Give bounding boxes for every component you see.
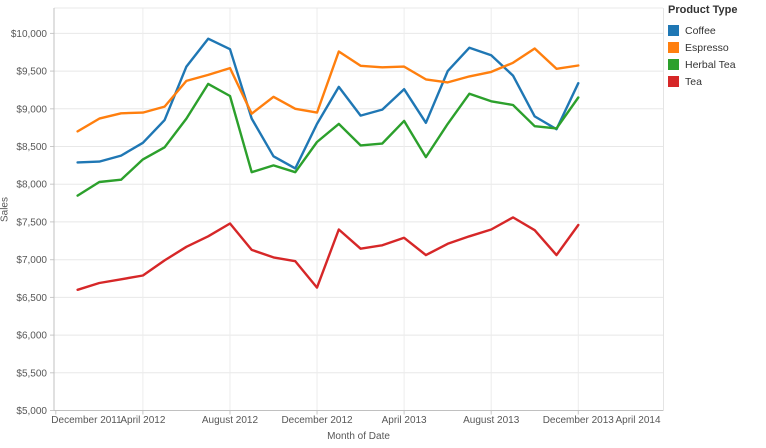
- series-line-coffee[interactable]: [76, 37, 580, 170]
- series-line-tea[interactable]: [76, 216, 580, 291]
- plot-legend-divider: [663, 8, 664, 411]
- y-tick-label: $8,000: [16, 180, 47, 191]
- legend-item-label: Coffee: [685, 24, 716, 37]
- legend-items: Coffee Espresso Herbal Tea Tea: [668, 22, 764, 90]
- legend-item-label: Herbal Tea: [685, 58, 736, 71]
- x-tick-label: April 2013: [382, 415, 427, 426]
- x-tick-label: December 2013: [543, 415, 615, 426]
- legend-swatch-icon: [668, 76, 679, 87]
- legend-item-espresso[interactable]: Espresso: [668, 39, 764, 56]
- y-tick-label: $5,000: [16, 406, 47, 417]
- y-tick-label: $9,000: [16, 104, 47, 115]
- y-tick-label: $6,000: [16, 331, 47, 342]
- legend-item-label: Espresso: [685, 41, 729, 54]
- legend: Product Type Coffee Espresso Herbal Tea Tea: [668, 4, 764, 90]
- x-tick-label: December 2011: [51, 415, 122, 426]
- y-tick-label: $8,500: [16, 142, 47, 153]
- y-tick-label: $5,500: [16, 368, 47, 379]
- y-tick-label: $6,500: [16, 293, 47, 304]
- x-tick-label: April 2012: [120, 415, 165, 426]
- y-tick-label: $9,500: [16, 67, 47, 78]
- y-tick-label: $10,000: [11, 29, 48, 40]
- legend-title: Product Type: [668, 4, 738, 16]
- series-line-espresso[interactable]: [76, 47, 580, 133]
- y-axis-title: Sales: [0, 197, 11, 223]
- legend-swatch-icon: [668, 59, 679, 70]
- y-tick-label: $7,500: [16, 217, 47, 228]
- legend-item-herbal-tea[interactable]: Herbal Tea: [668, 56, 764, 73]
- y-tick-label: $7,000: [16, 255, 47, 266]
- legend-swatch-icon: [668, 25, 679, 36]
- legend-item-coffee[interactable]: Coffee: [668, 22, 764, 39]
- x-tick-label: April 2014: [615, 415, 660, 426]
- legend-swatch-icon: [668, 42, 679, 53]
- x-tick-label: August 2012: [202, 415, 259, 426]
- series-line-herbal-tea[interactable]: [76, 82, 580, 197]
- legend-item-tea[interactable]: Tea: [668, 73, 764, 90]
- legend-item-label: Tea: [685, 75, 702, 88]
- x-tick-label: August 2013: [463, 415, 520, 426]
- x-axis-title: Month of Date: [327, 431, 390, 442]
- x-tick-label: December 2012: [281, 415, 353, 426]
